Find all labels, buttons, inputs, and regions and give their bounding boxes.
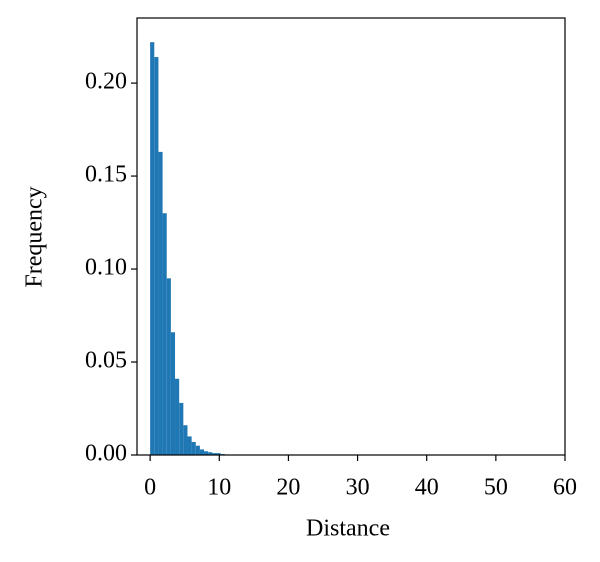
y-tick-label: 0.10 — [85, 255, 127, 281]
bar — [204, 451, 209, 455]
y-tick-label: 0.15 — [85, 162, 127, 188]
x-tick-label: 10 — [207, 475, 231, 501]
x-tick-label: 60 — [553, 475, 577, 501]
bar — [158, 151, 163, 456]
bar — [150, 42, 155, 455]
plot-frame — [136, 17, 566, 456]
bar — [154, 57, 159, 456]
x-tick-label: 40 — [415, 475, 439, 501]
bar — [208, 452, 213, 455]
bar — [175, 378, 180, 455]
x-tick-label: 0 — [144, 475, 156, 501]
bar — [212, 453, 217, 455]
bar — [216, 453, 221, 455]
bar — [170, 332, 176, 455]
x-axis-label: Distance — [306, 516, 390, 542]
bar — [199, 449, 205, 455]
bar — [195, 445, 200, 455]
y-axis-label: Frequency — [22, 186, 48, 287]
bar — [187, 436, 192, 455]
bar — [179, 402, 184, 455]
bar — [183, 425, 188, 455]
y-tick-label: 0.05 — [85, 348, 127, 374]
bar — [166, 278, 171, 455]
x-tick-label: 30 — [346, 475, 370, 501]
y-tick-label: 0.20 — [85, 69, 127, 95]
bar — [162, 213, 167, 455]
bar — [191, 441, 196, 455]
y-tick-label: 0.00 — [85, 441, 127, 467]
x-tick-label: 20 — [276, 475, 300, 501]
x-tick-label: 50 — [484, 475, 508, 501]
